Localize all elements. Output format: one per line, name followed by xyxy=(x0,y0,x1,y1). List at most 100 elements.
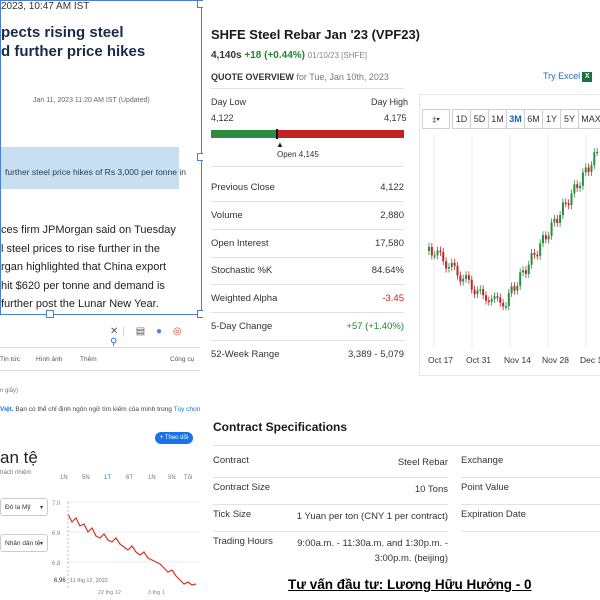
candle xyxy=(510,286,513,294)
candle xyxy=(519,272,522,286)
spec-key: Expiration Date xyxy=(461,509,526,520)
range-button-1y[interactable]: 1Y xyxy=(542,109,561,129)
candle xyxy=(596,151,599,154)
spec-value: 10 Tons xyxy=(414,484,448,495)
quote-title: SHFE Steel Rebar Jan '23 (VPF23) xyxy=(211,27,421,42)
overview-date: for Tue, Jan 10th, 2023 xyxy=(296,72,389,82)
options-link[interactable]: Tùy chon xyxy=(173,406,201,413)
spec-value: 1 Yuan per ton (CNY 1 per contract) xyxy=(296,511,448,522)
range-button-1m[interactable]: 1M xyxy=(488,109,507,129)
range-tab[interactable]: Tối xyxy=(184,475,193,481)
search-icon[interactable]: ⚲ xyxy=(110,337,122,348)
lens-icon[interactable]: ◎ xyxy=(172,326,186,337)
stat-label: Open Interest xyxy=(211,238,269,249)
candle xyxy=(547,235,550,240)
quote-price-line: 4,140s +18 (+0.44%) 01/10/23 [SHFE] xyxy=(211,50,367,61)
candle xyxy=(462,278,465,282)
candle xyxy=(428,247,430,251)
rate-line xyxy=(67,513,197,586)
range-tab[interactable]: 5N xyxy=(168,475,176,481)
candle xyxy=(567,203,570,206)
specs-title: Contract Specifications xyxy=(213,420,348,434)
tab-news[interactable]: Tin tức xyxy=(0,356,21,363)
clear-icon[interactable]: ✕ xyxy=(110,326,123,337)
currency-from-select[interactable]: Đô la Mỹ ▾ xyxy=(0,498,48,516)
spec-value: Steel Rebar xyxy=(397,457,448,468)
stat-value: 4,122 xyxy=(380,182,404,193)
dropdown-icon: ▾ xyxy=(39,505,43,511)
candle xyxy=(470,279,473,290)
candle xyxy=(467,275,470,280)
range-tab[interactable]: 6T xyxy=(126,475,134,481)
candle xyxy=(493,296,496,299)
currency-to-label: Nhân dân tệ xyxy=(5,540,41,547)
candle xyxy=(490,298,493,302)
result-stats: n giây) xyxy=(0,388,19,394)
open-label: Open 4,145 xyxy=(277,150,319,159)
tab-tools[interactable]: Công cụ xyxy=(170,356,195,363)
candle xyxy=(524,270,527,274)
language-suggestion: Việt. Bạn có thể chỉ định ngôn ngữ tìm k… xyxy=(0,406,200,413)
x-axis-label: Nov 14 xyxy=(504,355,531,365)
x-tick-label: 3 thg 1 xyxy=(148,590,165,596)
range-button-5d[interactable]: 5D xyxy=(470,109,489,129)
x-axis-label: Dec 12 xyxy=(580,355,600,365)
mic-icon[interactable]: ● xyxy=(156,326,167,337)
chart-tools-button[interactable]: ⤈▾ xyxy=(422,109,450,129)
range-button-6m[interactable]: 6M xyxy=(524,109,543,129)
open-marker-icon: ▲ xyxy=(276,140,284,149)
candle xyxy=(485,295,487,301)
candle xyxy=(450,262,453,268)
stat-row: Open Interest 17,580 xyxy=(211,229,404,257)
article-headline[interactable]: pects rising steel d further price hikes xyxy=(1,24,146,60)
tooltip-date: 11 thg 12, 2022 xyxy=(70,578,108,584)
stat-label: Volume xyxy=(211,210,243,221)
candle xyxy=(502,302,505,307)
y-tick-label: 7.0 xyxy=(52,501,61,507)
candle xyxy=(593,152,596,166)
disclaimer-text: trách nhiệm xyxy=(0,470,32,476)
candle xyxy=(553,218,556,223)
tab-more[interactable]: Thêm xyxy=(80,356,97,363)
resize-handle[interactable] xyxy=(46,310,54,318)
candle xyxy=(570,193,573,206)
follow-button[interactable]: + Theo dõi xyxy=(155,432,193,444)
candle xyxy=(579,185,582,188)
candle xyxy=(496,296,499,298)
try-excel-label: Try Excel xyxy=(543,71,581,81)
day-low-value: 4,122 xyxy=(211,113,234,123)
candle xyxy=(476,290,479,295)
stat-label: 52-Week Range xyxy=(211,349,280,360)
stat-value: +57 (+1.40%) xyxy=(346,321,404,332)
range-tab[interactable]: 1N xyxy=(60,475,68,481)
range-button-3m[interactable]: 3M xyxy=(506,109,525,129)
candlestick-chart[interactable]: Oct 17 Oct 31 Nov 14 Nov 28 Dec 12 xyxy=(420,135,600,375)
news-article-panel: 2023, 10:47 AM IST pects rising steel d … xyxy=(0,0,202,315)
article-body: ces firm JPMorgan said on Tuesday l stee… xyxy=(1,224,176,310)
tab-images[interactable]: Hình ảnh xyxy=(36,356,63,363)
range-button-1d[interactable]: 1D xyxy=(452,109,471,129)
range-tab[interactable]: 1T xyxy=(104,475,112,481)
stat-label: 5-Day Change xyxy=(211,321,273,332)
google-search-panel: ✕| ▤ ● ◎ ⚲ Tin tức Hình ảnh Thêm Công cụ… xyxy=(0,318,202,600)
candle xyxy=(447,267,450,269)
keyboard-icon[interactable]: ▤ xyxy=(135,326,150,337)
range-button-5y[interactable]: 5Y xyxy=(560,109,579,129)
range-tab[interactable]: 1N xyxy=(148,475,156,481)
x-axis-label: Nov 28 xyxy=(542,355,569,365)
candle xyxy=(459,275,462,282)
range-button-max[interactable]: MAX xyxy=(578,109,600,129)
candle xyxy=(513,286,516,291)
range-tab[interactable]: 5N xyxy=(82,475,90,481)
try-excel-link[interactable]: Try Excel X xyxy=(543,71,593,82)
quote-meta: 01/10/23 [SHFE] xyxy=(307,51,367,60)
currency-mini-chart[interactable]: 7.0 6.9 6.8 6,96 11 thg 12, 2022 22 thg … xyxy=(52,492,200,596)
stat-row: Previous Close 4,122 xyxy=(211,173,404,201)
candle xyxy=(504,306,507,308)
price-change: +18 (+0.44%) xyxy=(244,50,305,61)
candle xyxy=(479,289,482,291)
candle xyxy=(456,265,459,276)
currency-to-select[interactable]: Nhân dân tệ ▾ xyxy=(0,534,48,552)
candle xyxy=(453,262,456,266)
candle xyxy=(544,235,547,240)
